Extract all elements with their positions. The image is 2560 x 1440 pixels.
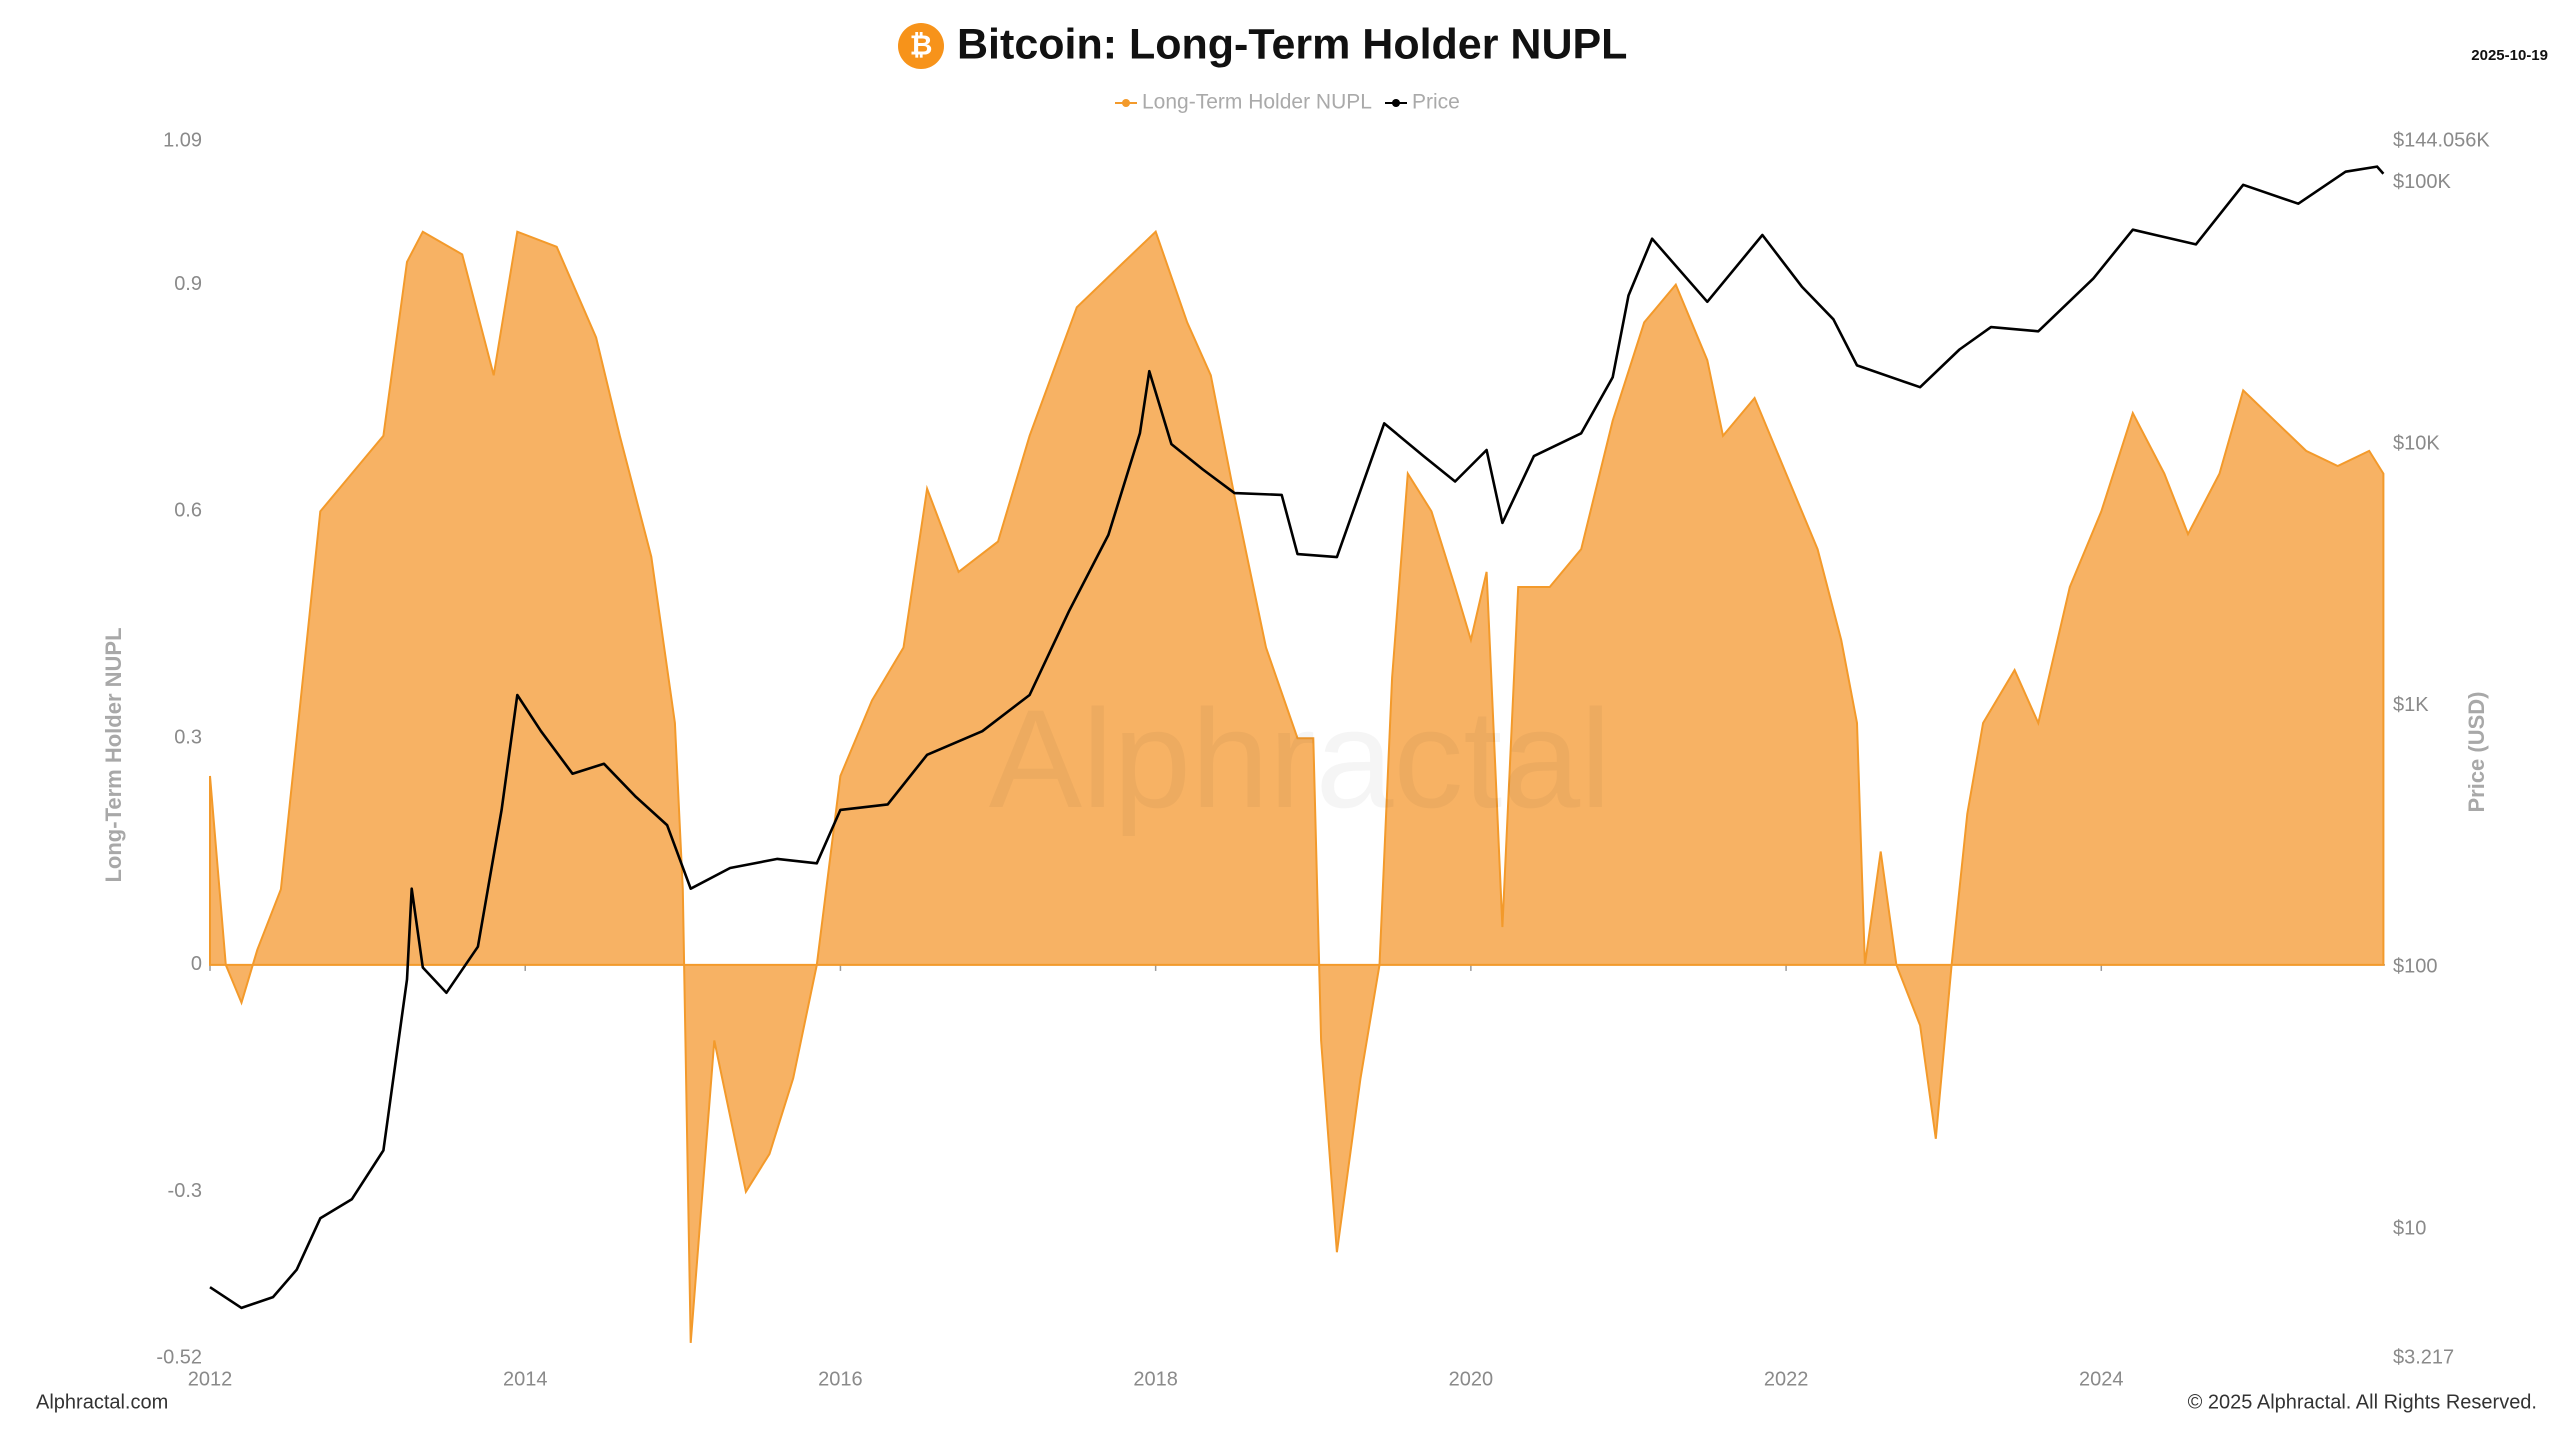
y-tick-label: 0 [191, 953, 202, 975]
y-axis-title: Long-Term Holder NUPL [101, 627, 126, 882]
x-tick-label: 2024 [2079, 1368, 2124, 1390]
y2-tick-label: $100 [2393, 956, 2438, 978]
y-tick-label: -0.52 [156, 1346, 202, 1368]
x-tick-label: 2014 [503, 1368, 548, 1390]
nupl-area [209, 229, 2385, 1343]
y2-tick-label: $3.217 [2393, 1346, 2454, 1368]
x-tick-label: 2016 [818, 1368, 863, 1390]
price-line [209, 165, 2385, 1310]
y2-tick-label: $144.056K [2393, 129, 2490, 151]
x-tick-label: 2020 [1449, 1368, 1494, 1390]
legend-marker-dot[interactable] [1392, 99, 1400, 107]
y-tick-label: -0.3 [168, 1180, 202, 1202]
y-tick-label: 0.9 [174, 273, 202, 295]
legend-label[interactable]: Long-Term Holder NUPL [1142, 91, 1372, 114]
legend: Long-Term Holder NUPL Price [1115, 91, 1460, 114]
chart-title: Bitcoin: Long-Term Holder NUPL [957, 20, 1627, 68]
y-tick-label: 0.6 [174, 500, 202, 522]
legend-label[interactable]: Price [1412, 91, 1460, 114]
y2-tick-label: $100K [2393, 171, 2451, 193]
y2-tick-label: $10K [2393, 432, 2440, 454]
copyright: © 2025 Alphractal. All Rights Reserved. [2188, 1391, 2537, 1413]
legend-marker-dot[interactable] [1122, 99, 1130, 107]
plot-area [209, 165, 2385, 1343]
date: 2025-10-19 [2471, 47, 2548, 64]
y-tick-label: 1.09 [163, 129, 202, 151]
x-tick-label: 2012 [188, 1368, 233, 1390]
x-tick-label: 2022 [1764, 1368, 1809, 1390]
bitcoin-icon-symbol: ₿ [910, 29, 933, 60]
y-tick-label: 0.3 [174, 726, 202, 748]
y2-axis-title: Price (USD) [2464, 691, 2489, 812]
source: Alphractal.com [36, 1391, 168, 1413]
y2-tick-label: $10 [2393, 1217, 2426, 1239]
x-tick-label: 2018 [1133, 1368, 1178, 1390]
watermark: Alphractal [989, 680, 1612, 837]
bitcoin-icon [898, 23, 944, 69]
y2-tick-label: $1K [2393, 694, 2429, 716]
